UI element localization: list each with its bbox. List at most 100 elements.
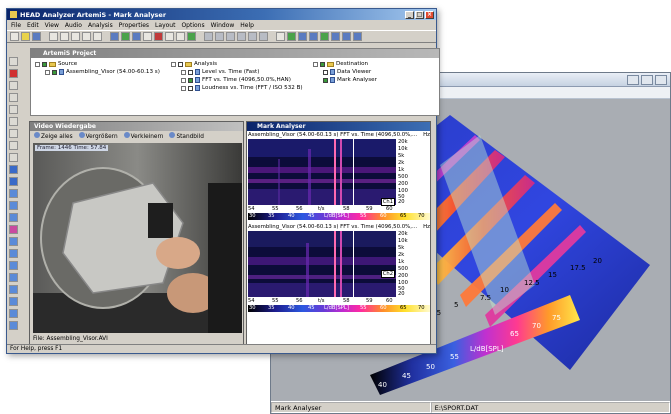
svg-text:20: 20 [593,257,602,265]
text-tool-icon[interactable] [9,153,18,162]
colorbar: 30 35 40 45 L/dB[SPL] 55 60 65 70 [248,213,430,220]
destination-item-viewer[interactable]: Data Viewer [313,68,377,76]
x-axis-ticks: 54 55 56 t/s 58 59 60 [248,206,393,212]
hand-tool-icon[interactable] [9,81,18,90]
menu-properties[interactable]: Properties [118,21,150,29]
line-tool-icon[interactable] [9,141,18,150]
export-tool-icon[interactable] [9,237,18,246]
colorbar: 30 35 40 45 L/dB[SPL] 55 60 65 70 [248,305,430,312]
script-tool-icon[interactable] [9,321,18,330]
menu-analysis[interactable]: Analysis [87,21,113,29]
video-frame[interactable]: Frame: 1446 Time: 57.84 [33,143,242,333]
main-status-bar: For Help, press F1 [7,344,436,353]
folder-icon [49,61,56,67]
project-panel: ArtemiS Project Source Assembling_Visor … [30,48,440,116]
fft-tool-icon[interactable] [9,177,18,186]
menu-audio[interactable]: Audio [64,21,82,29]
analysis-item-fft[interactable]: FFT vs. Time (4096,50.0%,HAN) [171,76,303,84]
viewer-tool-icon[interactable] [9,273,18,282]
audio-tool-icon[interactable] [9,309,18,318]
source-item[interactable]: Assembling_Visor (54.00-60.13 s) [35,68,160,76]
tool-c-icon[interactable] [226,32,235,41]
play-icon[interactable] [121,32,130,41]
spectrogram-2[interactable] [248,231,396,297]
copy-icon[interactable] [60,32,69,41]
tool-b-icon[interactable] [215,32,224,41]
open-icon[interactable] [21,32,30,41]
close-icon[interactable]: × [425,10,434,19]
video-tool-icon[interactable] [9,297,18,306]
source-node[interactable]: Source [35,60,160,68]
view-icon[interactable] [320,32,329,41]
measure-tool-icon[interactable] [9,105,18,114]
spectrum-tool-icon[interactable] [9,225,18,234]
video-title: Video Wiedergabe [30,122,243,131]
paste-icon[interactable] [71,32,80,41]
close-icon[interactable] [655,75,667,85]
minimize-icon[interactable]: _ [405,10,414,19]
background-status-bar: Mark Analyser E:\SPORT.DAT [271,401,670,413]
spectrogram-1[interactable] [248,139,396,205]
cut-icon[interactable] [49,32,58,41]
zoom-tool-icon[interactable] [9,93,18,102]
show-all-button[interactable]: Zeige alles [34,132,73,140]
filter-tool-icon[interactable] [9,165,18,174]
grid-icon[interactable] [287,32,296,41]
save-icon[interactable] [32,32,41,41]
analysis-item-level[interactable]: Level vs. Time (Fast) [171,68,303,76]
select-tool-icon[interactable] [9,57,18,66]
svg-text:65: 65 [510,330,519,338]
menu-view[interactable]: View [44,21,59,29]
still-frame-button[interactable]: Standbild [169,132,204,140]
level-tool-icon[interactable] [9,189,18,198]
box-tool-icon[interactable] [9,129,18,138]
tool-e-icon[interactable] [248,32,257,41]
window-icon[interactable] [331,32,340,41]
chart-icon[interactable] [176,32,185,41]
report-tool-icon[interactable] [9,249,18,258]
print-icon[interactable] [82,32,91,41]
order-tool-icon[interactable] [9,213,18,222]
menu-file[interactable]: File [11,21,22,29]
layout-icon[interactable] [110,32,119,41]
record-icon[interactable] [132,32,141,41]
tile-icon[interactable] [342,32,351,41]
menu-layout[interactable]: Layout [155,21,176,29]
cascade-icon[interactable] [353,32,362,41]
new-icon[interactable] [10,32,19,41]
calc-icon[interactable] [143,32,152,41]
video-image [33,143,242,333]
tool-a-icon[interactable] [204,32,213,41]
zoom-in-button[interactable]: Vergrößern [78,132,118,140]
playback-tool-icon[interactable] [9,261,18,270]
maximize-icon[interactable] [641,75,653,85]
run-icon[interactable] [187,32,196,41]
loudness-tool-icon[interactable] [9,201,18,210]
camera-tool-icon[interactable] [9,285,18,294]
settings-icon[interactable] [165,32,174,41]
file-icon [195,77,200,83]
analysis-item-loudness[interactable]: Loudness vs. Time (FFT / ISO 532 B) [171,84,303,92]
help-icon[interactable] [93,32,102,41]
stop-icon[interactable] [154,32,163,41]
export-icon[interactable] [298,32,307,41]
window-title: HEAD Analyzer ArtemiS - Mark Analyser [20,10,167,19]
file-icon [195,85,200,91]
menu-window[interactable]: Window [210,21,235,29]
destination-node[interactable]: Destination [313,60,377,68]
import-icon[interactable] [309,32,318,41]
analysis-node[interactable]: Analysis [171,60,303,68]
menu-help[interactable]: Help [240,21,254,29]
marker-tool-icon[interactable] [9,69,18,78]
tool-d-icon[interactable] [237,32,246,41]
minimize-icon[interactable] [627,75,639,85]
menu-edit[interactable]: Edit [27,21,39,29]
zoom-icon[interactable] [276,32,285,41]
menu-options[interactable]: Options [181,21,205,29]
maximize-icon[interactable]: □ [415,10,424,19]
cursor-tool-icon[interactable] [9,117,18,126]
destination-item-mark[interactable]: Mark Analyser [313,76,377,84]
zoom-out-button[interactable]: Verkleinern [123,132,163,140]
status-left: Mark Analyser [271,402,431,413]
tool-f-icon[interactable] [259,32,268,41]
